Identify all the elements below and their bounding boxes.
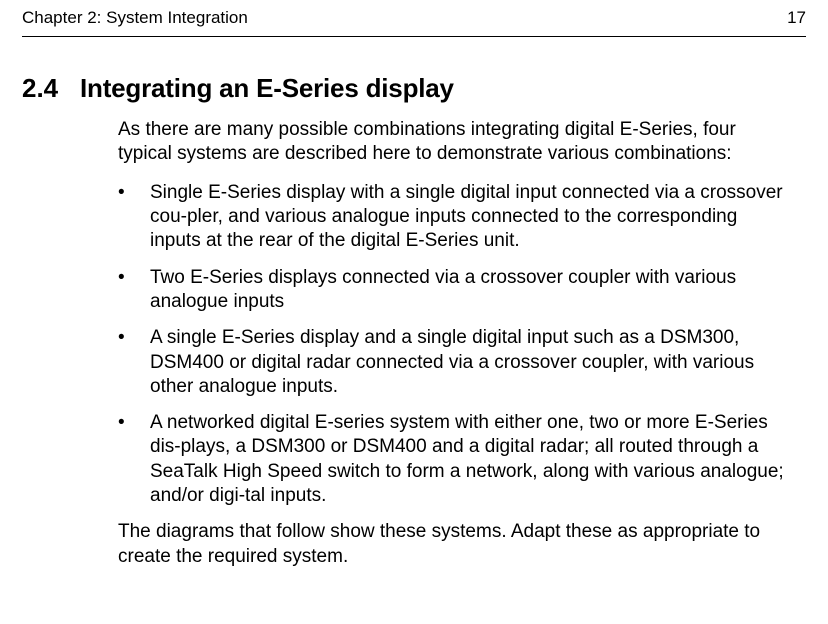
list-item-text: A single E-Series display and a single d… — [150, 327, 754, 397]
intro-paragraph: As there are many possible combinations … — [118, 118, 792, 167]
page: Chapter 2: System Integration 17 2.4 Int… — [0, 0, 828, 624]
list-item: • A single E-Series display and a single… — [118, 326, 792, 399]
section-number: 2.4 — [22, 73, 80, 104]
chapter-label: Chapter 2: System Integration — [22, 8, 248, 28]
bullet-icon: • — [118, 181, 125, 205]
bullet-icon: • — [118, 326, 125, 350]
section-heading: 2.4 Integrating an E-Series display — [22, 73, 806, 104]
body: As there are many possible combinations … — [118, 118, 792, 569]
list-item: • A networked digital E-series system wi… — [118, 411, 792, 508]
outro-paragraph: The diagrams that follow show these syst… — [118, 520, 792, 569]
list-item-text: A networked digital E-series system with… — [150, 412, 784, 506]
list-item-text: Single E-Series display with a single di… — [150, 182, 783, 252]
bullet-icon: • — [118, 411, 125, 435]
running-head: Chapter 2: System Integration 17 — [0, 0, 828, 32]
header-rule — [22, 36, 806, 37]
list-item: • Single E-Series display with a single … — [118, 181, 792, 254]
page-number: 17 — [787, 8, 806, 28]
bullet-icon: • — [118, 266, 125, 290]
bullet-list: • Single E-Series display with a single … — [118, 181, 792, 509]
list-item: • Two E-Series displays connected via a … — [118, 266, 792, 315]
list-item-text: Two E-Series displays connected via a cr… — [150, 267, 736, 312]
section-title: Integrating an E-Series display — [80, 73, 454, 104]
